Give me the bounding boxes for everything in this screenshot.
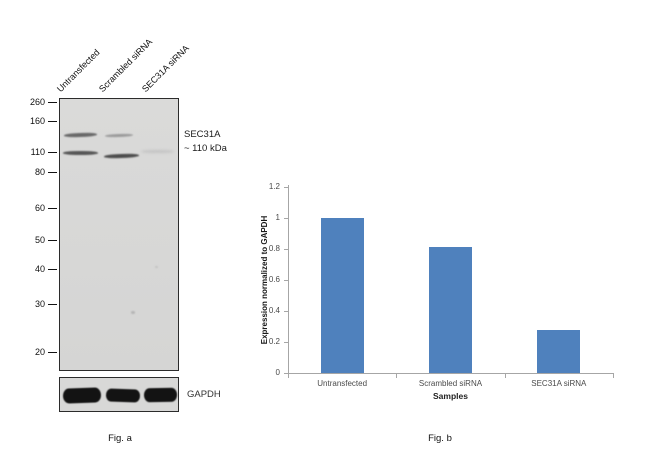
y-tick-1.2 (284, 187, 288, 188)
speck-1 (131, 311, 135, 314)
x-tick-1 (396, 374, 398, 378)
mw-label: 80 (34, 167, 45, 177)
x-tick-0 (288, 374, 289, 378)
y-tick-label-0.6: 0.6 (268, 275, 280, 284)
category-label-sec31a-sirna: SEC31A siRNA (531, 379, 587, 388)
mw-label: 40 (34, 264, 45, 274)
y-tick-0.8 (284, 249, 288, 250)
band-untransfected-upper (63, 132, 98, 138)
mw-tick (48, 171, 57, 173)
mw-marker-60: 60 (35, 203, 57, 213)
bar-sec31a-sirna (537, 329, 581, 373)
mw-tick (48, 151, 57, 153)
y-tick-label-0: 0 (275, 368, 280, 377)
band-scrambled-110 (103, 153, 140, 159)
lane-label-3: SEC31A siRNA (139, 43, 191, 94)
mw-tick (48, 207, 57, 209)
y-tick-1 (284, 218, 288, 219)
mw-tick (48, 239, 57, 241)
target-protein-label: SEC31A (184, 129, 221, 140)
bar-untransfected (320, 218, 364, 373)
x-tick-2 (504, 374, 506, 378)
y-tick-label-1: 1 (275, 213, 280, 222)
y-tick-0.6 (284, 280, 288, 281)
mw-tick (48, 268, 57, 270)
mw-marker-80: 80 (35, 167, 57, 177)
mw-label: 30 (34, 299, 45, 309)
mw-label: 60 (34, 203, 45, 213)
mw-marker-30: 30 (35, 299, 57, 309)
gapdh-band-2 (105, 388, 141, 403)
y-tick-0.2 (284, 342, 288, 343)
fig-b-caption: Fig. b (428, 433, 452, 444)
category-label-untransfected: Untransfected (317, 379, 368, 388)
x-axis-title: Samples (433, 391, 468, 401)
band-scrambled-upper (104, 133, 134, 138)
mw-marker-110: 110 (31, 147, 57, 157)
y-tick-label-1.2: 1.2 (268, 182, 280, 191)
y-tick-label-0.8: 0.8 (268, 244, 280, 253)
mw-label: 110 (30, 147, 45, 157)
mw-tick (48, 101, 57, 103)
mw-label: 160 (29, 116, 45, 126)
mw-tick (48, 303, 57, 305)
mw-marker-40: 40 (35, 264, 57, 274)
gapdh-label: GAPDH (187, 389, 221, 400)
bar-scrambled-sirna (429, 247, 472, 373)
fig-a-caption: Fig. a (108, 433, 132, 444)
western-blot-panel (59, 98, 179, 371)
mw-label: 50 (34, 235, 45, 245)
y-tick-0 (284, 373, 288, 374)
lane-label-1: Untransfected (54, 47, 102, 94)
y-axis-title: Expression normalized to GAPDH (260, 215, 269, 345)
mw-marker-50: 50 (35, 235, 57, 245)
y-tick-0.4 (284, 311, 288, 312)
y-tick-label-0.2: 0.2 (268, 337, 280, 346)
mw-tick (48, 351, 57, 353)
gapdh-blot-panel (59, 377, 179, 412)
mw-marker-20: 20 (35, 347, 57, 357)
category-label-scrambled-sirna: Scrambled siRNA (418, 379, 483, 388)
band-sec31a-sirna-110 (141, 150, 174, 153)
x-tick-3 (613, 374, 614, 378)
gapdh-band-1 (62, 387, 102, 404)
speck-2 (155, 266, 158, 268)
mw-label: 260 (29, 97, 45, 107)
mw-marker-160: 160 (30, 116, 57, 126)
y-tick-label-0.4: 0.4 (268, 306, 280, 315)
mw-marker-260: 260 (30, 97, 57, 107)
x-axis-line (284, 373, 614, 374)
band-annotation: SEC31A ~ 110 kDa (184, 128, 227, 156)
mw-tick (48, 120, 57, 122)
band-size-label: ~ 110 kDa (184, 143, 227, 154)
gapdh-band-3 (143, 387, 178, 403)
y-axis-line (288, 185, 289, 373)
mw-label: 20 (34, 347, 45, 357)
band-untransfected-110 (63, 151, 98, 155)
